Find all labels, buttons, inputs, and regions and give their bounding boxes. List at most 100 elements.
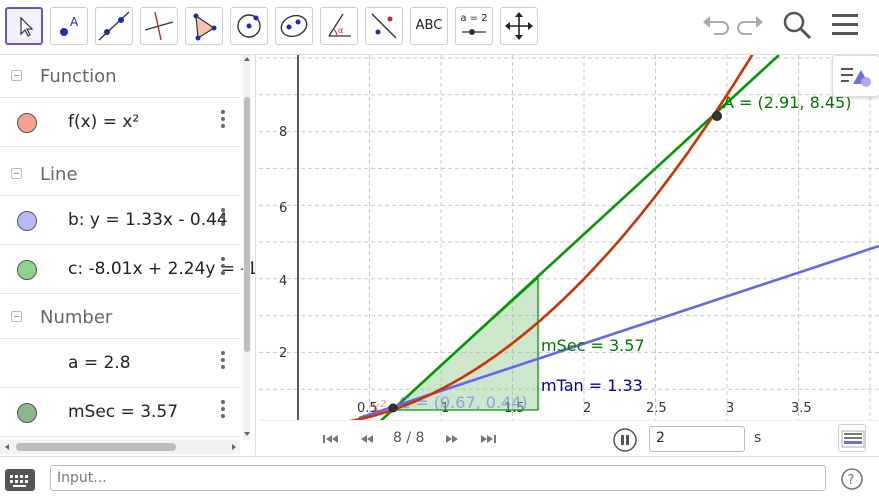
- angle-tool[interactable]: α: [320, 7, 358, 45]
- graphics-view[interactable]: 2 4 6 8 0.5 1 1.5 2 2.5 3 3.5 A = (2.91,…: [259, 55, 879, 420]
- construction-protocol-bar: 8 / 8 2 s: [259, 420, 879, 457]
- tangent-line[interactable]: [358, 244, 879, 420]
- move-tool[interactable]: [5, 7, 43, 45]
- y-tick-label: 6: [279, 201, 287, 216]
- algebra-item-f[interactable]: f(x) = x²: [0, 98, 240, 147]
- graphics-style-button[interactable]: [832, 55, 879, 97]
- ellipse-icon: [280, 14, 308, 38]
- section-title: Function: [40, 66, 117, 87]
- y-tick-label: 8: [279, 125, 287, 140]
- point-tool[interactable]: A: [50, 7, 88, 45]
- previous-step-icon[interactable]: [357, 432, 377, 446]
- undo-icon[interactable]: [700, 10, 730, 40]
- slider-tool[interactable]: a = 2: [455, 7, 493, 45]
- x-tick-label: 3: [726, 401, 734, 416]
- section-header-function[interactable]: Function: [0, 55, 240, 98]
- virtual-keyboard-button[interactable]: [5, 469, 35, 491]
- algebra-item-text: b: y = 1.33x - 0.44: [68, 210, 228, 230]
- x-tick-label: 2.5: [646, 401, 667, 416]
- perpendicular-line-tool[interactable]: [140, 7, 178, 45]
- abc-text-icon: ABC: [415, 18, 443, 33]
- svg-text:α: α: [338, 26, 343, 35]
- ellipse-tool[interactable]: [275, 7, 313, 45]
- circle-center-icon: [237, 14, 261, 38]
- keyboard-icon: [10, 475, 28, 487]
- collapse-toggle-icon[interactable]: [11, 311, 22, 322]
- algebra-item-b[interactable]: b: y = 1.33x - 0.44: [0, 196, 240, 245]
- y-tick-label: 2: [279, 346, 287, 361]
- visibility-toggle-c[interactable]: [17, 260, 37, 280]
- construction-protocol-button[interactable]: [838, 424, 866, 452]
- section-title: Number: [40, 307, 113, 328]
- item-more-icon[interactable]: [220, 255, 226, 277]
- algebra-item-msec[interactable]: mSec = 3.57: [0, 388, 240, 437]
- algebra-horizontal-scrollbar[interactable]: [0, 440, 240, 454]
- protocol-table-icon: [841, 430, 865, 448]
- svg-text:A: A: [70, 15, 79, 29]
- line-icon: [98, 11, 130, 41]
- scrollbar-thumb[interactable]: [16, 443, 176, 451]
- algebra-item-text: a = 2.8: [68, 353, 131, 373]
- line-tool[interactable]: [95, 7, 133, 45]
- algebra-item-c[interactable]: c: -8.01x + 2.24y = -1.66: [0, 245, 255, 294]
- item-more-icon[interactable]: [220, 398, 226, 420]
- polygon-icon: [193, 13, 217, 41]
- msec-label: mSec = 3.57: [541, 336, 645, 355]
- text-tool[interactable]: ABC: [410, 7, 448, 45]
- visibility-toggle-f[interactable]: [17, 113, 37, 133]
- scrollbar-thumb[interactable]: [244, 97, 250, 352]
- redo-icon[interactable]: [736, 10, 766, 40]
- collapse-toggle-icon[interactable]: [11, 70, 22, 81]
- next-step-icon[interactable]: [442, 432, 462, 446]
- step-counter: 8 / 8: [393, 430, 425, 446]
- point-C[interactable]: [388, 403, 398, 413]
- help-icon[interactable]: ?: [840, 467, 864, 491]
- main-menu-icon[interactable]: [830, 10, 860, 40]
- algebra-item-text: mSec = 3.57: [68, 402, 179, 422]
- x-tick-label: 1.5: [504, 401, 525, 416]
- playback-speed-input[interactable]: 2: [649, 426, 745, 452]
- visibility-toggle-b[interactable]: [17, 211, 37, 231]
- reflect-tool[interactable]: [365, 7, 403, 45]
- polygon-tool[interactable]: [185, 7, 223, 45]
- first-step-icon[interactable]: [321, 432, 341, 446]
- section-header-line[interactable]: Line: [0, 153, 240, 196]
- point-icon: A: [60, 15, 79, 36]
- scroll-down-icon[interactable]: [243, 430, 251, 438]
- pause-icon[interactable]: [613, 428, 637, 452]
- angle-icon: α: [328, 13, 351, 37]
- algebra-vertical-scrollbar[interactable]: [243, 55, 251, 440]
- item-more-icon[interactable]: [220, 206, 226, 228]
- last-step-icon[interactable]: [478, 432, 498, 446]
- algebra-item-a[interactable]: a = 2.8: [0, 339, 240, 388]
- visibility-toggle-msec[interactable]: [17, 403, 37, 423]
- search-icon[interactable]: [782, 10, 814, 42]
- collapse-toggle-icon[interactable]: [11, 168, 22, 179]
- x-tick-labels: 0.5 1 1.5 2 2.5 3 3.5: [357, 401, 812, 416]
- y-tick-label: 4: [279, 274, 287, 289]
- slider-icon: [462, 29, 486, 35]
- move-view-tool[interactable]: [500, 7, 538, 45]
- circle-tool[interactable]: [230, 7, 268, 45]
- point-A[interactable]: [712, 111, 722, 121]
- x-tick-label: 2: [583, 401, 591, 416]
- input-bar: Input... ?: [0, 456, 879, 501]
- item-more-icon[interactable]: [220, 108, 226, 130]
- scroll-left-icon[interactable]: [3, 443, 11, 451]
- section-header-number[interactable]: Number: [0, 296, 240, 339]
- point-C-label: C = (0.67, 0.44): [399, 393, 528, 412]
- slider-text-icon: a = 2: [460, 13, 488, 24]
- scroll-up-icon[interactable]: [243, 55, 251, 63]
- graphics-canvas[interactable]: 2 4 6 8 0.5 1 1.5 2 2.5 3 3.5 A = (2.91,…: [259, 55, 879, 420]
- graphics-style-icon: [841, 68, 871, 87]
- section-title: Line: [40, 164, 78, 185]
- reflect-icon: [371, 13, 397, 39]
- y-tick-labels: 2 4 6 8: [279, 125, 287, 361]
- move-arrows-icon: [505, 12, 533, 40]
- scroll-right-icon[interactable]: [230, 443, 238, 451]
- x-tick-label: 1: [441, 401, 449, 416]
- perpendicular-icon: [144, 11, 174, 41]
- item-more-icon[interactable]: [220, 349, 226, 371]
- algebra-input-field[interactable]: Input...: [50, 465, 826, 491]
- function-curve[interactable]: [341, 55, 784, 420]
